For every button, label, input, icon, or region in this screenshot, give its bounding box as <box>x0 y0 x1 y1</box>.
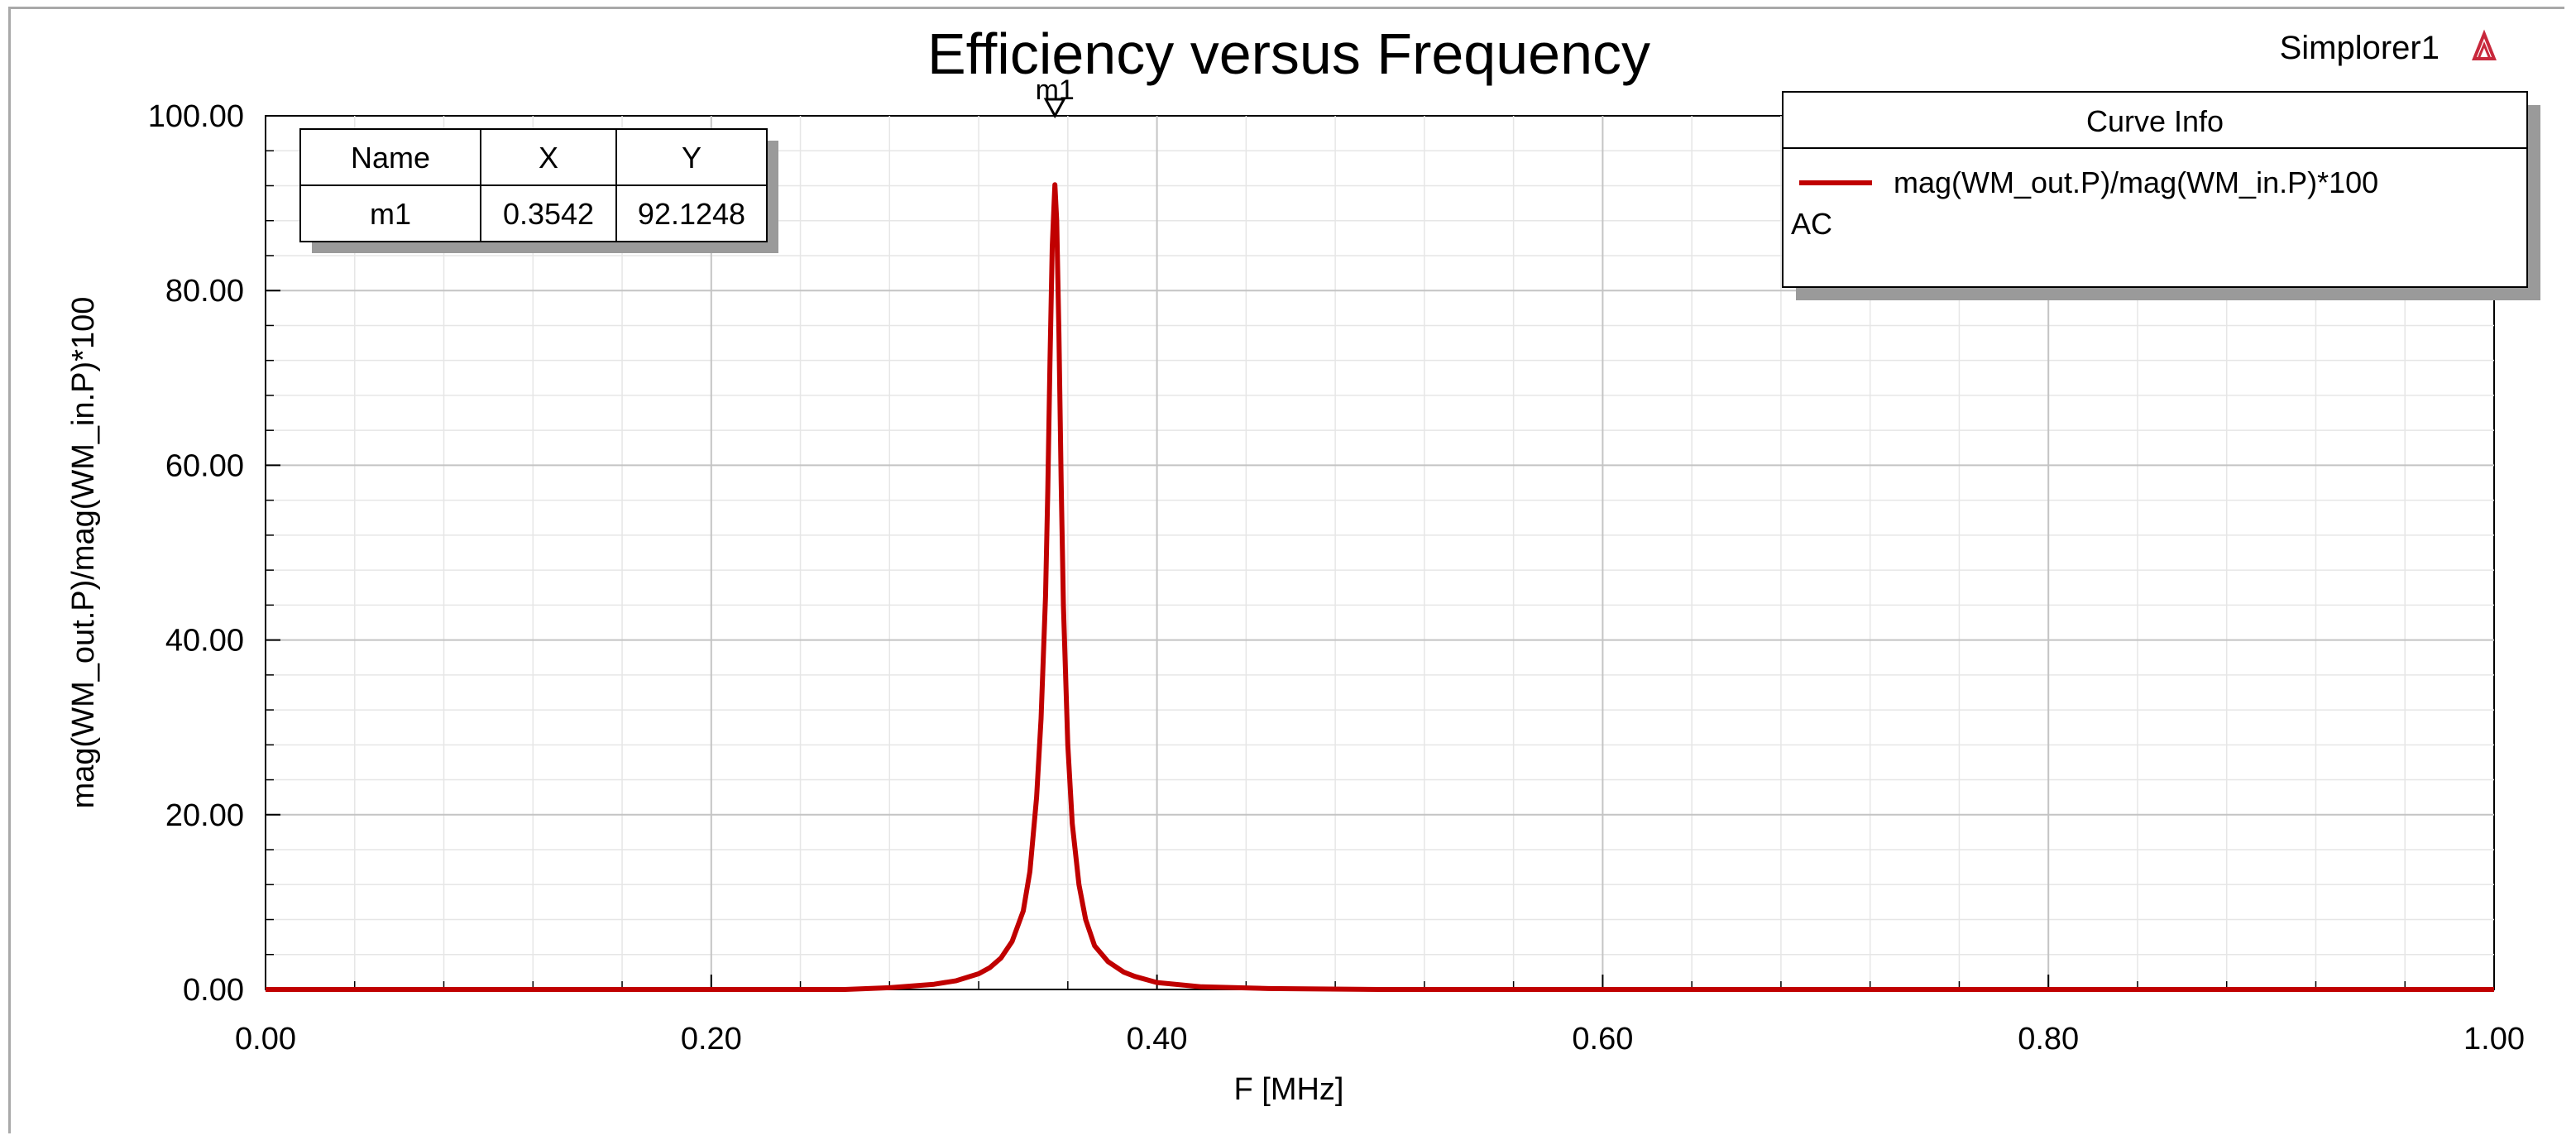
marker-table[interactable]: Name X Y m1 0.3542 92.1248 <box>299 128 778 253</box>
x-tick-label: 0.60 <box>1572 1022 1633 1056</box>
y-tick-label: 0.00 <box>183 973 244 1008</box>
x-tick-label: 0.20 <box>681 1022 742 1056</box>
y-tick-label: 60.00 <box>165 448 244 483</box>
y-axis-ticks: 0.00 20.00 40.00 60.00 80.00 100.00 <box>148 99 244 1008</box>
plot-window: Efficiency versus Frequency Simplorer1 0… <box>8 7 2567 1136</box>
chart-canvas: Efficiency versus Frequency Simplorer1 0… <box>11 9 2567 1136</box>
chart-title: Efficiency versus Frequency <box>927 22 1650 86</box>
legend-sublabel: AC <box>1791 207 1832 241</box>
series-layer <box>266 182 2494 992</box>
x-tick-label: 0.40 <box>1127 1022 1188 1056</box>
legend-title: Curve Info <box>2086 104 2224 138</box>
x-axis-ticks: 0.00 0.20 0.40 0.60 0.80 1.00 <box>235 1022 2525 1056</box>
legend-border <box>1782 91 2528 288</box>
table-cell-y: 92.1248 <box>638 197 745 231</box>
x-tick-label: 1.00 <box>2463 1022 2525 1056</box>
legend-entry: mag(WM_out.P)/mag(WM_in.P)*100 <box>1894 165 2378 199</box>
y-axis-label: mag(WM_out.P)/mag(WM_in.P)*100 <box>66 297 101 809</box>
table-header-y: Y <box>682 141 701 175</box>
ansys-logo-icon <box>2472 29 2497 60</box>
series-line <box>266 182 2494 992</box>
curve-info-legend[interactable]: Curve Info mag(WM_out.P)/mag(WM_in.P)*10… <box>1782 91 2540 300</box>
table-cell-x: 0.3542 <box>503 197 594 231</box>
x-axis-label: F [MHz] <box>1234 1072 1344 1107</box>
y-tick-label: 40.00 <box>165 624 244 659</box>
table-header-name: Name <box>351 141 430 175</box>
y-tick-label: 80.00 <box>165 274 244 309</box>
marker-triangle-icon[interactable] <box>1043 98 1066 119</box>
app-name: Simplorer1 <box>2280 30 2440 66</box>
y-tick-label: 100.00 <box>148 99 244 134</box>
x-tick-label: 0.80 <box>2018 1022 2079 1056</box>
table-header-x: X <box>539 141 558 175</box>
y-tick-label: 20.00 <box>165 798 244 833</box>
table-cell-name: m1 <box>370 197 411 231</box>
marker-m1[interactable]: m1 <box>1036 74 1075 119</box>
x-tick-label: 0.00 <box>235 1022 296 1056</box>
